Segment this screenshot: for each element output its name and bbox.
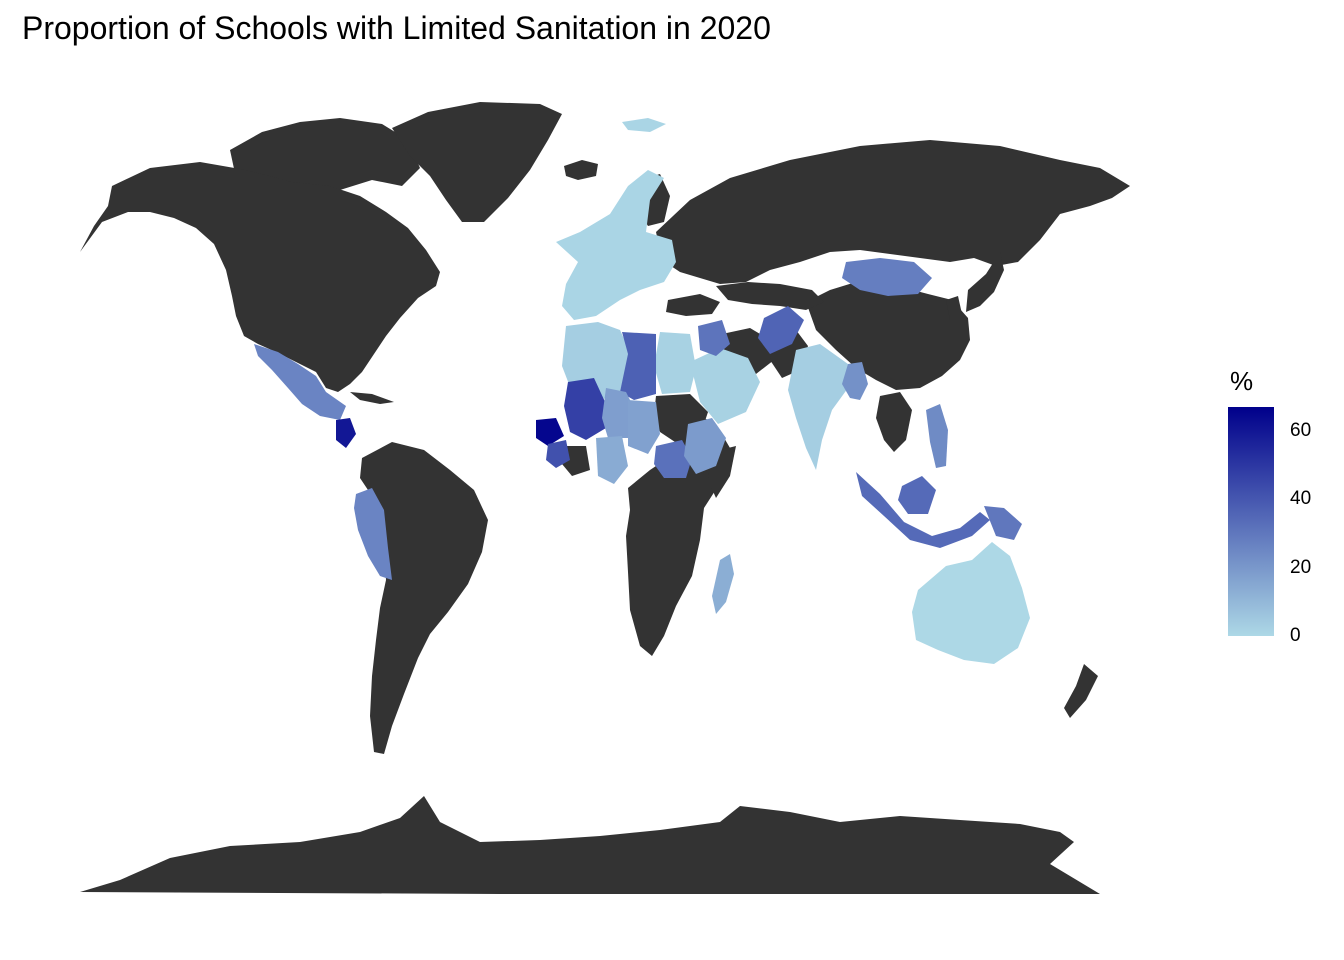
legend-colorbar <box>1228 407 1274 636</box>
legend-tick-60: 60 <box>1290 419 1312 441</box>
region-central-african-republic <box>654 440 692 478</box>
north-america <box>80 162 440 392</box>
region-libya <box>620 332 656 400</box>
map-colorbar <box>1228 407 1274 636</box>
china <box>806 282 970 390</box>
japan <box>966 252 1004 312</box>
cuba <box>350 392 394 404</box>
southeast-asia-nd <box>876 392 912 452</box>
region-myanmar <box>842 362 868 400</box>
region-svalbard <box>622 118 666 132</box>
kazakhstan <box>716 282 824 310</box>
region-chad <box>628 400 660 454</box>
region-mali <box>564 378 606 440</box>
iceland <box>564 160 598 180</box>
south-america <box>360 442 488 754</box>
region-senegal <box>536 418 564 446</box>
region-indonesia <box>856 472 990 548</box>
greenland <box>392 102 562 222</box>
region-philippines <box>926 404 948 468</box>
region-saudi-arabia <box>690 348 760 424</box>
region-madagascar <box>712 554 734 614</box>
region-australia <box>912 542 1030 664</box>
antarctica <box>80 796 1100 894</box>
turkey <box>666 294 720 316</box>
russia <box>656 140 1130 284</box>
legend-tick-20: 20 <box>1290 556 1312 578</box>
new-zealand <box>1064 664 1098 718</box>
legend-tick-40: 40 <box>1290 488 1312 510</box>
region-guatemala <box>336 418 356 448</box>
region-ethiopia <box>684 418 726 474</box>
arctic-islands <box>230 118 420 196</box>
africa-south <box>626 416 730 656</box>
page-title: Proportion of Schools with Limited Sanit… <box>22 10 771 46</box>
region-indonesia-borneo <box>898 476 936 514</box>
region-india <box>788 344 848 470</box>
legend-tick-0: 0 <box>1290 625 1301 646</box>
region-mexico <box>254 344 346 420</box>
region-peru <box>354 488 392 580</box>
region-mongolia <box>842 258 932 296</box>
region-iraq <box>698 320 730 356</box>
legend-bar-spacer <box>1228 407 1274 636</box>
region-niger <box>602 388 636 438</box>
legend: % 60 40 20 0 <box>1228 366 1328 646</box>
region-guinea <box>546 440 570 468</box>
region-nigeria <box>596 436 628 484</box>
region-europe <box>556 170 676 320</box>
legend-title: % <box>1230 366 1254 396</box>
cote-divoire <box>562 446 590 476</box>
region-egypt <box>654 332 696 394</box>
korea <box>946 296 962 320</box>
region-papua-new-guinea <box>984 506 1022 540</box>
region-afghanistan <box>758 306 804 354</box>
